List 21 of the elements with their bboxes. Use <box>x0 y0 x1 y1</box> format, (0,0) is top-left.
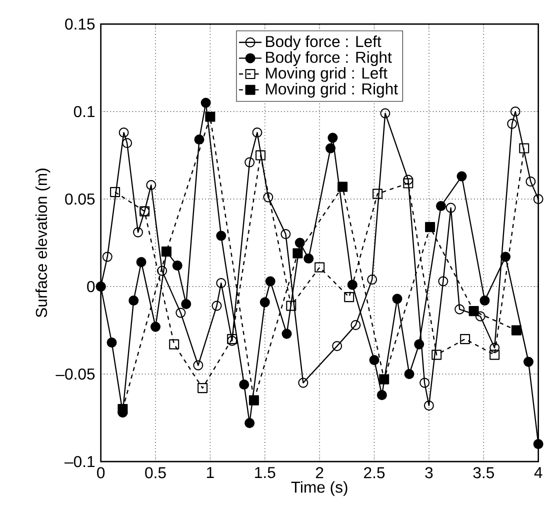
x-tick-label: 4 <box>534 467 542 478</box>
x-tick-label: 2.5 <box>364 467 385 478</box>
legend-label: Moving grid : Left <box>266 67 388 82</box>
y-axis-title: Surface elevation (m) <box>35 168 50 318</box>
x-tick-label: 3.5 <box>473 467 494 478</box>
y-tick-label: 0.15 <box>65 18 95 30</box>
legend-label: Body force : Right <box>266 51 392 66</box>
y-tick-label: –0.1 <box>64 456 95 468</box>
x-tick-label: 1 <box>206 467 214 478</box>
legend-label: Body force : Left <box>266 36 382 50</box>
y-tick-label: 0 <box>87 280 95 292</box>
x-tick-label: 1.5 <box>255 467 276 478</box>
x-axis-title: Time (s) <box>291 481 348 496</box>
x-tick-label: 0.5 <box>145 467 166 478</box>
y-tick-label: 0.1 <box>74 106 95 118</box>
legend-label: Moving grid : Right <box>266 82 398 98</box>
x-tick-label: 3 <box>425 467 433 478</box>
y-tick-label: 0.05 <box>65 193 95 205</box>
x-tick-label: 0 <box>97 467 105 478</box>
x-tick-label: 2 <box>316 467 324 478</box>
y-tick-label: –0.05 <box>56 368 95 380</box>
